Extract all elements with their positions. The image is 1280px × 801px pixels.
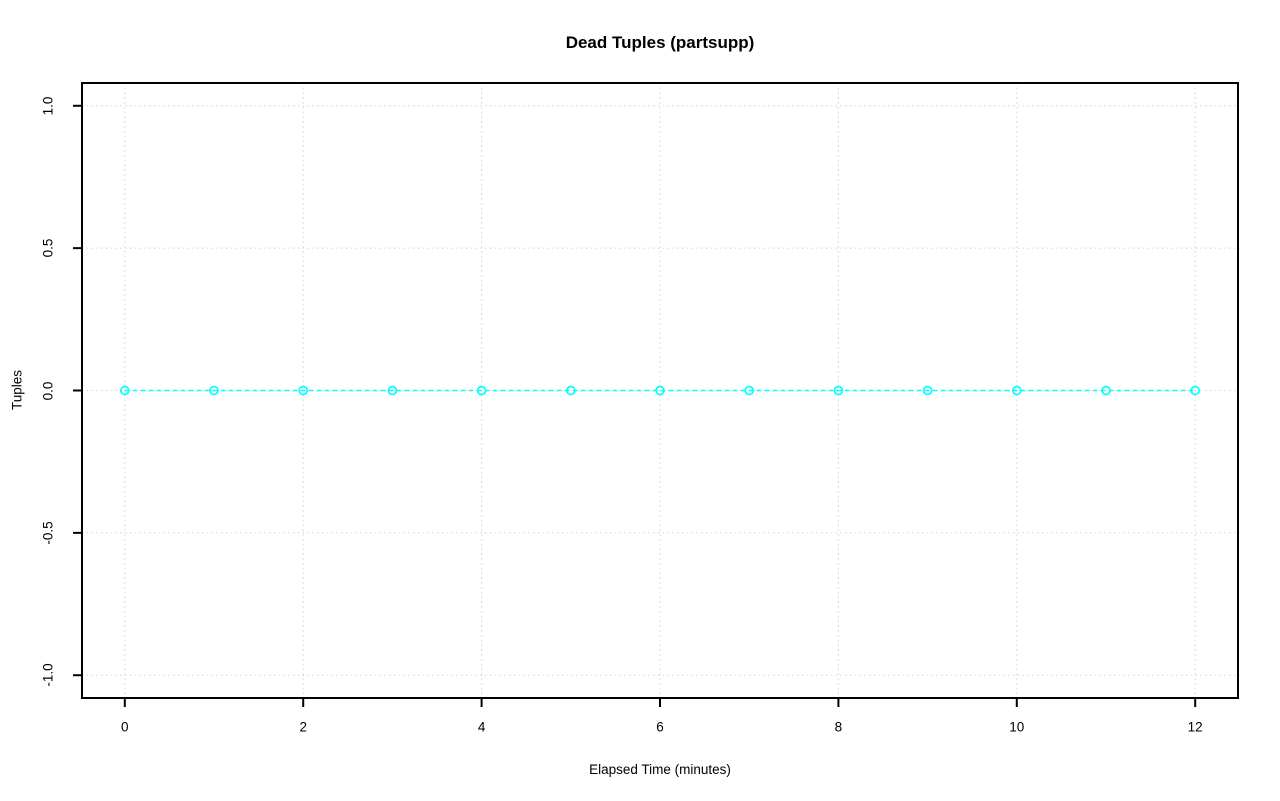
chart-title: Dead Tuples (partsupp)	[565, 33, 755, 52]
x-tick-label: 10	[1009, 719, 1025, 735]
y-tick-label: -1.0	[40, 663, 56, 687]
data-point-marker	[833, 385, 844, 396]
y-tick-label: 0.5	[40, 238, 56, 258]
x-tick-label: 6	[656, 719, 664, 735]
data-point-marker	[655, 385, 665, 396]
data-point-marker	[1101, 385, 1111, 396]
x-tick-label: 8	[834, 719, 843, 735]
plot-border	[81, 82, 1239, 699]
data-point-marker	[119, 385, 130, 396]
y-axis-title: Tuples	[9, 369, 25, 411]
data-point-marker	[476, 385, 487, 396]
data-point-marker	[387, 385, 398, 396]
x-tick-label: 0	[121, 719, 129, 735]
y-tick-label: 0.0	[40, 381, 56, 400]
data-point-marker	[1011, 385, 1022, 396]
y-tick-label: -0.5	[40, 521, 56, 545]
y-tick-label: 1.0	[40, 96, 56, 116]
data-point-marker	[565, 385, 576, 396]
x-tick-label: 4	[477, 719, 486, 735]
data-point-marker	[298, 385, 309, 396]
x-tick-label: 2	[299, 719, 307, 735]
data-point-marker	[922, 385, 933, 396]
x-tick-label: 12	[1187, 719, 1203, 735]
x-axis-title: Elapsed Time (minutes)	[589, 762, 731, 777]
data-point-marker	[744, 385, 755, 396]
data-point-marker	[209, 385, 219, 396]
data-point-marker	[1190, 385, 1201, 396]
